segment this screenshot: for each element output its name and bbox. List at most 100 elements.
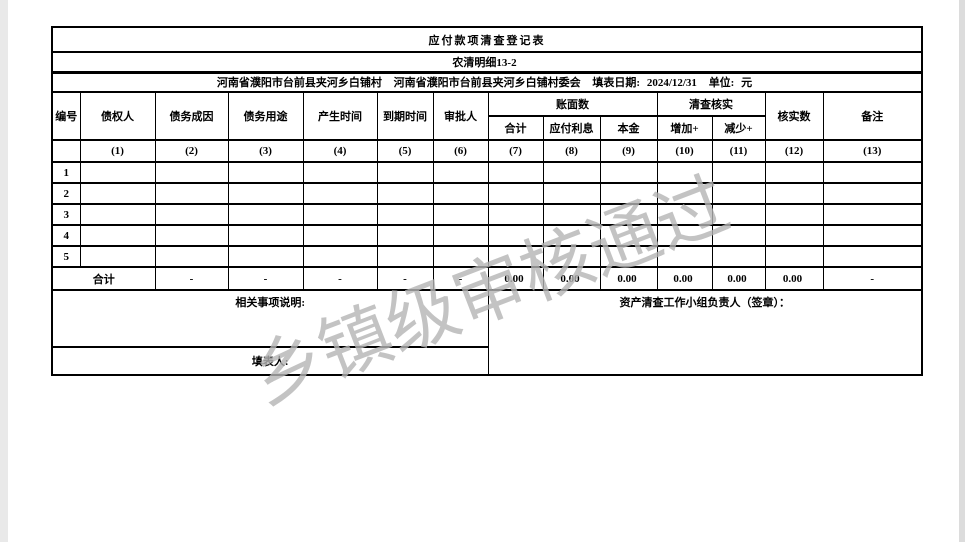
header-verify-group: 清查核实 xyxy=(656,91,766,117)
table-row: 5 xyxy=(51,245,923,268)
table-row: 4 xyxy=(51,224,923,247)
totals-dash: - xyxy=(376,266,434,291)
header-no: 编号 xyxy=(51,91,81,141)
unit-value: 元 xyxy=(741,77,753,90)
empty-cell xyxy=(542,245,601,268)
row-number: 1 xyxy=(51,161,81,184)
empty-cell xyxy=(227,203,304,226)
col-number: (4) xyxy=(302,139,378,163)
notes-row: 相关事项说明: 资产清查工作小组负责人（签章）： xyxy=(51,289,923,376)
empty-cell xyxy=(302,245,378,268)
empty-cell xyxy=(711,224,766,247)
empty-cell xyxy=(599,161,658,184)
header-row-2: 合计 应付利息 本金 增加+ 减少+ xyxy=(52,115,922,141)
empty-cell xyxy=(227,224,304,247)
totals-dash: - xyxy=(227,266,304,291)
header-time-created: 产生时间 xyxy=(302,91,378,141)
empty-cell xyxy=(822,161,923,184)
title-row: 应付款项清查登记表 xyxy=(51,26,923,53)
empty-cell xyxy=(154,161,229,184)
empty-cell xyxy=(79,203,156,226)
col-number: (2) xyxy=(154,139,229,163)
preparer-row: 填表人: xyxy=(51,346,922,376)
empty-cell xyxy=(79,245,156,268)
table-row: 2 xyxy=(51,182,923,205)
page-title: 应付款项清查登记表 xyxy=(51,26,923,53)
empty-cell xyxy=(487,245,544,268)
empty-cell xyxy=(51,139,81,163)
empty-cell xyxy=(656,161,713,184)
totals-dash: - xyxy=(432,266,489,291)
empty-cell xyxy=(487,203,544,226)
col-number: (13) xyxy=(822,139,923,163)
empty-cell xyxy=(302,224,378,247)
empty-cell xyxy=(764,245,824,268)
col-number: (9) xyxy=(599,139,658,163)
empty-cell xyxy=(79,161,156,184)
totals-dash: - xyxy=(302,266,378,291)
unit-label: 单位: xyxy=(708,77,735,90)
empty-cell xyxy=(656,203,713,226)
preparer-label: 填表人: xyxy=(51,346,489,376)
empty-cell xyxy=(599,182,658,205)
empty-cell xyxy=(302,182,378,205)
empty-cell xyxy=(822,245,923,268)
empty-cell xyxy=(227,182,304,205)
empty-cell xyxy=(154,224,229,247)
header-debt-cause: 债务成因 xyxy=(154,91,229,141)
empty-cell xyxy=(822,224,923,247)
header-row-1: 编号 债权人 债务成因 债务用途 产生时间 到期时间 审批人 账面数 清查核实 … xyxy=(51,91,923,141)
empty-cell xyxy=(542,161,601,184)
empty-cell xyxy=(432,245,489,268)
column-number-row: (1) (2) (3) (4) (5) (6) (7) (8) (9) (10)… xyxy=(51,139,923,163)
notes-label: 相关事项说明: xyxy=(51,289,489,348)
empty-cell xyxy=(487,161,544,184)
empty-cell xyxy=(432,203,489,226)
empty-cell xyxy=(764,224,824,247)
left-gutter xyxy=(0,0,8,542)
header-verified: 核实数 xyxy=(764,91,824,141)
header-decrease: 减少+ xyxy=(711,115,766,141)
empty-cell xyxy=(711,161,766,184)
row-number: 5 xyxy=(51,245,81,268)
empty-cell xyxy=(302,203,378,226)
empty-cell xyxy=(376,224,434,247)
col-number: (8) xyxy=(542,139,601,163)
empty-cell xyxy=(432,161,489,184)
col-number: (11) xyxy=(711,139,766,163)
totals-dash: - xyxy=(154,266,229,291)
empty-cell xyxy=(227,161,304,184)
empty-cell xyxy=(432,224,489,247)
empty-cell xyxy=(487,224,544,247)
empty-cell xyxy=(656,224,713,247)
empty-cell xyxy=(656,245,713,268)
right-gutter xyxy=(959,0,965,542)
date-label: 填表日期: xyxy=(592,77,641,90)
form-code-row: 农清明细13-2 xyxy=(51,51,923,74)
totals-value: 0.00 xyxy=(599,266,658,291)
header-debt-use: 债务用途 xyxy=(227,91,304,141)
empty-cell xyxy=(79,224,156,247)
row-number: 2 xyxy=(51,182,81,205)
header-creditor: 债权人 xyxy=(79,91,156,141)
table-row: 1 xyxy=(51,161,923,184)
header-book-group: 账面数 xyxy=(487,91,658,117)
empty-cell xyxy=(376,245,434,268)
totals-remark-dash: - xyxy=(822,266,923,291)
totals-value: 0.00 xyxy=(487,266,544,291)
org-village: 河南省濮阳市台前县夹河乡白铺村 xyxy=(216,77,382,90)
empty-cell xyxy=(376,182,434,205)
header-approver: 审批人 xyxy=(432,91,489,141)
totals-value: 0.00 xyxy=(542,266,601,291)
empty-cell xyxy=(227,245,304,268)
col-number: (6) xyxy=(432,139,489,163)
empty-cell xyxy=(764,182,824,205)
empty-cell xyxy=(542,182,601,205)
totals-value: 0.00 xyxy=(711,266,766,291)
leader-signature-label: 资产清查工作小组负责人（签章）： xyxy=(487,289,923,376)
col-number: (10) xyxy=(656,139,713,163)
empty-cell xyxy=(711,182,766,205)
date-value: 2024/12/31 xyxy=(646,77,697,90)
org-committee: 河南省濮阳市台前县夹河乡白铺村委会 xyxy=(393,77,581,90)
